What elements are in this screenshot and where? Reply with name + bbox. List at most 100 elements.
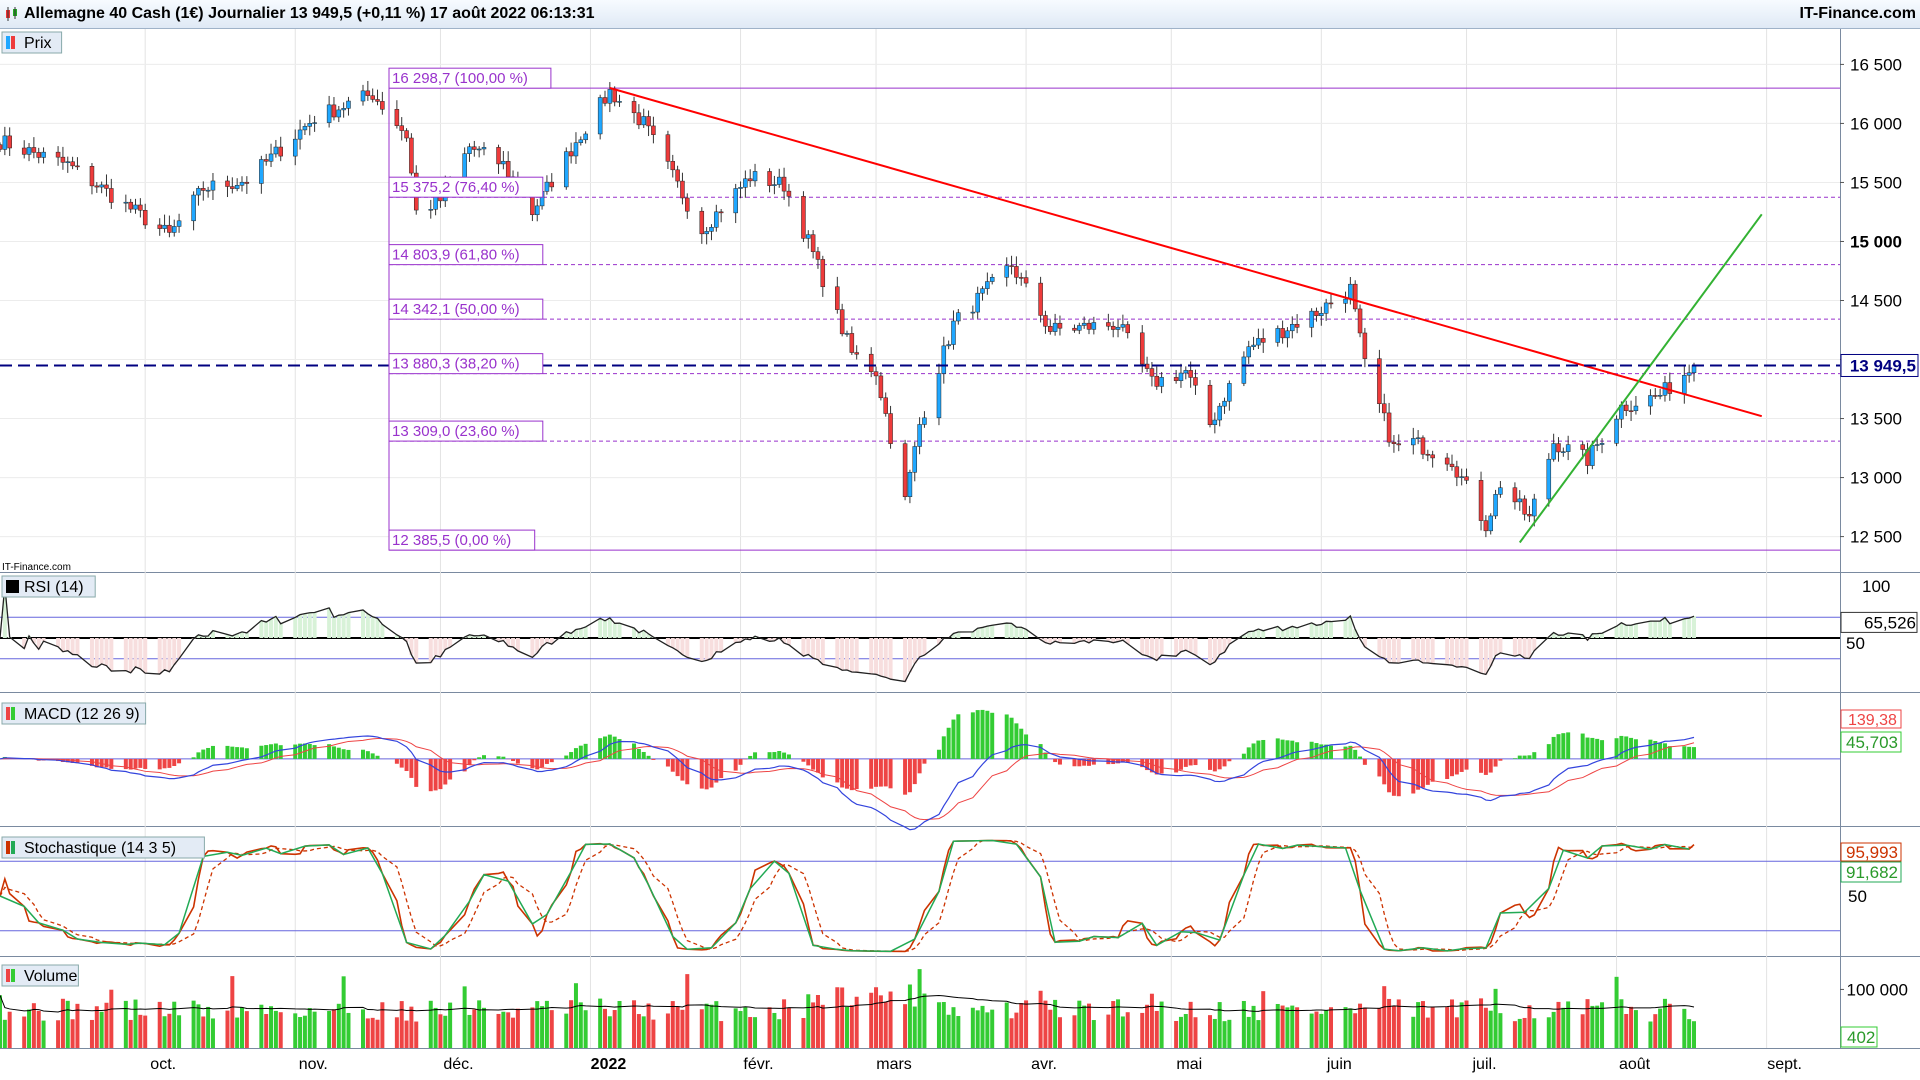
volume-bar	[801, 1017, 806, 1048]
macd-histogram-bar	[840, 758, 845, 788]
macd-histogram-bar	[515, 758, 520, 764]
volume-bar	[1532, 1018, 1537, 1048]
macd-histogram-bar	[1217, 758, 1222, 770]
macd-histogram-bar	[467, 758, 472, 765]
volume-bar	[767, 1007, 772, 1048]
volume-bar	[578, 1002, 583, 1048]
candle-up	[1290, 324, 1295, 332]
stoch-panel-title: Stochastique (14 3 5)	[24, 840, 176, 857]
volume-bar	[1077, 1000, 1082, 1048]
volume-bar	[157, 1001, 162, 1048]
fibo-level-label: 12 385,5 (0,00 %)	[392, 532, 511, 549]
volume-bar	[341, 976, 346, 1048]
y-tick-label: 16 500	[1850, 55, 1902, 74]
macd-histogram-bar	[394, 758, 399, 764]
candle-up	[1091, 322, 1097, 330]
macd-histogram-bar	[409, 758, 414, 778]
macd-histogram-bar	[1614, 738, 1619, 759]
volume-value-box	[1840, 1026, 1878, 1048]
volume-bar	[293, 1013, 298, 1048]
stoch-k-box	[1840, 842, 1902, 862]
volume-bar	[1111, 1001, 1116, 1048]
candle-down	[1125, 324, 1130, 334]
y-tick-label: 14 500	[1850, 292, 1902, 311]
macd-histogram-bar	[104, 758, 109, 768]
macd-histogram-bar	[143, 758, 148, 769]
candle-up	[617, 101, 622, 103]
candle-down	[873, 371, 879, 377]
macd-histogram-bar	[1159, 758, 1164, 774]
macd-histogram-bar	[888, 758, 893, 789]
y-tick-label: 15 000	[1850, 232, 1902, 251]
candle-down	[1014, 266, 1019, 278]
macd-line	[0, 735, 1695, 831]
volume-bar	[1188, 1001, 1193, 1048]
candle-down	[1362, 332, 1368, 359]
candle-up	[641, 116, 646, 126]
macd-histogram-bar	[1222, 758, 1227, 767]
candle-down	[263, 159, 269, 162]
candle-up	[946, 344, 951, 347]
volume-bar	[1280, 1005, 1285, 1048]
macd-histogram-bar	[1091, 758, 1096, 765]
candle-down	[201, 188, 206, 191]
candle-up	[1599, 443, 1605, 445]
macd-histogram-bar	[1556, 734, 1561, 759]
candle-down	[331, 104, 337, 118]
support-trendline	[1518, 213, 1763, 544]
candle-up	[292, 138, 298, 157]
candle-up	[738, 187, 743, 189]
macd-histogram-bar	[428, 758, 433, 792]
volume-bar	[278, 1012, 283, 1048]
volume-bar	[1425, 1017, 1430, 1048]
candle-up	[259, 159, 264, 184]
macd-histogram-bar	[1493, 758, 1498, 767]
volume-bar	[670, 1001, 675, 1048]
candle-up	[1309, 310, 1314, 328]
macd-histogram-bar	[128, 758, 133, 770]
macd-panel-title: MACD (12 26 9)	[24, 706, 140, 723]
volume-bar	[162, 1016, 167, 1048]
candle-up	[1004, 265, 1009, 278]
candle-up	[1561, 451, 1566, 453]
volume-bar	[738, 1011, 743, 1048]
volume-bar	[806, 994, 811, 1048]
candle-down	[1396, 443, 1402, 446]
volume-bar	[467, 1014, 472, 1048]
volume-bar	[477, 1000, 482, 1048]
volume-bar	[646, 1003, 651, 1048]
volume-bar	[472, 1009, 477, 1048]
macd-histogram-bar	[815, 758, 820, 773]
volume-bar	[1488, 1010, 1493, 1048]
macd-histogram-bar	[646, 755, 651, 759]
candle-down	[1154, 375, 1160, 387]
volume-bar	[302, 1015, 307, 1048]
candle-up	[341, 108, 346, 111]
volume-bar	[298, 1017, 303, 1048]
volume-y-label: 100 000	[1847, 980, 1908, 999]
macd-histogram-bar	[433, 758, 438, 791]
candle-down	[868, 353, 874, 372]
volume-bar	[675, 1006, 680, 1048]
volume-bar	[409, 1006, 414, 1048]
x-tick-label: mai	[1176, 1056, 1202, 1073]
volume-bar	[549, 1010, 554, 1048]
macd-histogram-bar	[511, 758, 516, 761]
macd-histogram-bar	[1546, 744, 1551, 759]
candle-down	[1580, 444, 1585, 450]
candle-down	[36, 152, 41, 158]
macd-histogram-bar	[89, 758, 94, 766]
candle-up	[709, 227, 714, 232]
volume-bar	[1246, 1016, 1251, 1048]
fibo-level-box	[388, 67, 552, 89]
candle-up	[806, 234, 811, 239]
macd-histogram-bar	[399, 758, 404, 768]
macd-histogram-bar	[1653, 741, 1658, 759]
candle-down	[94, 185, 100, 188]
volume-bar	[835, 987, 840, 1048]
candle-up	[1565, 444, 1571, 452]
resistance-trendline	[609, 87, 1763, 418]
macd-histogram-bar	[767, 752, 772, 759]
volume-bar	[946, 1014, 951, 1048]
